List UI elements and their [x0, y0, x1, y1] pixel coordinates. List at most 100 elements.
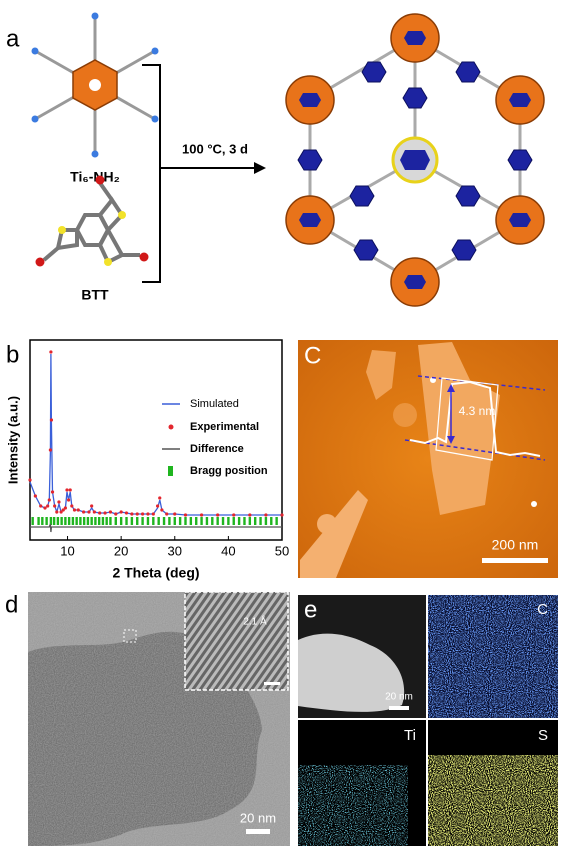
framework [509, 93, 531, 107]
bragg-tick [216, 517, 219, 525]
height-profile [447, 436, 455, 444]
bragg-tick [41, 517, 44, 525]
x-tick-label: 20 [114, 543, 128, 558]
haadf-particle [298, 633, 405, 712]
ti6-ends [91, 150, 99, 158]
ti6-ends [31, 12, 159, 158]
framework [285, 13, 545, 307]
afm-flakes [366, 350, 396, 400]
map-label: S [538, 727, 548, 744]
panel-b: b 2 Theta (deg) Intensity (a.u.) 10 20 30 4… [5, 339, 289, 581]
experimental-point [70, 504, 74, 508]
btt-molecule [97, 225, 125, 265]
legend-label: Simulated [190, 398, 239, 410]
experimental-point [65, 488, 69, 492]
experimental-point [90, 504, 94, 508]
experimental-point [50, 490, 55, 494]
afm-flakes [300, 490, 368, 578]
scale-bar [482, 558, 548, 563]
framework [299, 93, 321, 107]
btt-label: BTT [81, 287, 109, 303]
bragg-tick [270, 517, 273, 525]
panel-label: b [6, 341, 19, 368]
experimental-point [63, 506, 67, 510]
zoom-box [123, 629, 137, 643]
experimental-point [57, 500, 61, 504]
series-line [30, 523, 282, 533]
framework [361, 61, 387, 83]
framework [353, 239, 379, 261]
panel-label: C [304, 342, 321, 369]
bragg-tick [141, 517, 144, 525]
map-label: C [537, 601, 548, 618]
bragg-tick [275, 517, 278, 525]
bragg-tick [79, 517, 82, 525]
framework [297, 149, 323, 171]
bragg-tick [146, 517, 150, 525]
panel-label: e [304, 596, 317, 623]
experimental-point [28, 478, 32, 482]
height-profile [404, 439, 546, 461]
panel-d: 2.1 Å 20 nm d [5, 591, 290, 846]
ti6-ends [151, 115, 159, 123]
bragg-tick [71, 517, 75, 525]
bragg-tick [125, 517, 128, 525]
legend-label: Difference [190, 443, 244, 455]
experimental-point [130, 512, 134, 516]
scale-label: 20 nm [240, 810, 276, 825]
bragg-tick [52, 517, 56, 525]
height-profile [435, 377, 499, 461]
btt-atoms [118, 211, 126, 219]
framework [285, 13, 545, 307]
framework [299, 213, 321, 227]
bragg-tick [227, 517, 230, 525]
bragg-tick [205, 517, 209, 525]
ti6-core [89, 79, 101, 91]
bragg-tick [162, 517, 166, 525]
panel-label: d [5, 591, 18, 618]
y-axis-label: Intensity (a.u.) [5, 396, 20, 484]
bragg-tick [211, 517, 214, 525]
framework [451, 239, 477, 261]
experimental-point [53, 504, 57, 508]
framework [402, 87, 428, 109]
bragg-tick [101, 517, 105, 525]
btt-atoms [139, 252, 149, 262]
x-tick-label: 50 [275, 543, 289, 558]
experimental-point [82, 510, 86, 514]
map-s-signal [428, 755, 558, 846]
experimental-point [264, 513, 268, 517]
experimental-point [76, 508, 80, 512]
experimental-point [49, 350, 53, 354]
experimental-point [59, 510, 63, 514]
bragg-tick [114, 517, 117, 525]
bragg-tick [248, 517, 252, 525]
framework [400, 150, 430, 170]
bragg-tick [37, 517, 40, 525]
bragg-tick [195, 517, 198, 525]
bragg-tick [232, 517, 235, 525]
experimental-point [55, 510, 59, 514]
experimental-point [140, 512, 145, 516]
experimental-point [49, 418, 54, 422]
ti6-label: Ti₆-NH₂ [70, 169, 120, 185]
experimental-point [47, 498, 51, 502]
btt-molecule [42, 181, 140, 265]
x-tick-label: 40 [221, 543, 235, 558]
bragg-tick [82, 517, 86, 525]
experimental-point [160, 508, 164, 512]
framework [404, 275, 426, 289]
experimental-point [68, 488, 72, 492]
ti6-ends [91, 12, 99, 20]
experimental-point [39, 504, 43, 508]
afm-flakes [317, 514, 337, 534]
ti6-ends [31, 115, 39, 123]
bragg-tick [221, 517, 225, 525]
height-profile [404, 375, 546, 461]
experimental-point [232, 513, 236, 517]
ti6-ends [151, 47, 159, 55]
bragg-tick [237, 517, 241, 525]
bragg-tick [130, 517, 134, 525]
x-tick-label: 10 [60, 543, 74, 558]
